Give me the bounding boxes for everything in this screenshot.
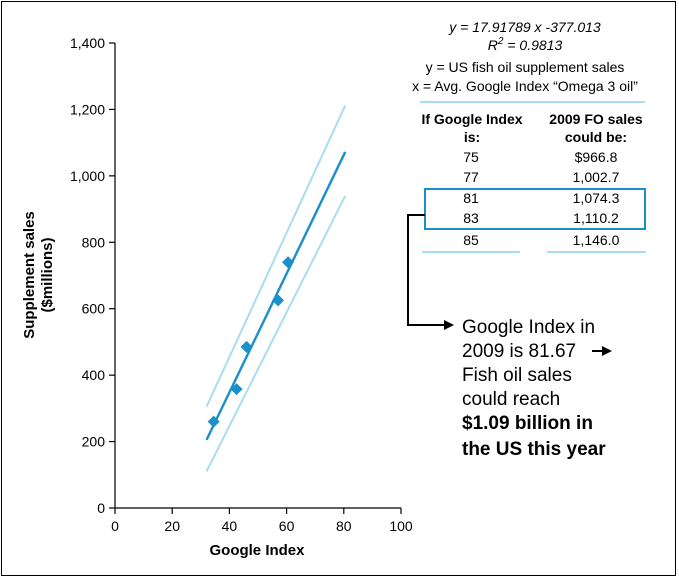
data-point bbox=[230, 383, 243, 396]
table-col2-header-line2: could be: bbox=[565, 129, 627, 145]
data-point bbox=[272, 294, 285, 307]
y-axis-title-line2: ($millions) bbox=[39, 237, 56, 312]
data-point bbox=[207, 415, 220, 428]
callout-line2: 2009 is 81.67 bbox=[462, 341, 576, 362]
x-definition: x = Avg. Google Index “Omega 3 oil” bbox=[412, 78, 638, 94]
x-tick-label: 100 bbox=[389, 518, 413, 534]
equation-line: y = 17.91789 x -377.013 bbox=[448, 19, 601, 35]
x-axis-title: Google Index bbox=[209, 542, 305, 559]
y-tick-label: 1,200 bbox=[70, 101, 105, 117]
highlight-box bbox=[424, 188, 646, 230]
y-ticks: 0 200 400 600 800 1,000 1,200 1,400 bbox=[70, 35, 115, 516]
r-squared-prefix: R bbox=[488, 37, 498, 53]
callout-connector-arrow bbox=[407, 214, 454, 330]
table-row2-sales: 1,002.7 bbox=[573, 169, 620, 185]
data-point bbox=[240, 340, 253, 353]
y-axis-title-line1: Supplement sales bbox=[21, 211, 38, 339]
upper-confidence-line bbox=[205, 105, 347, 408]
table-row3-sales: 1,074.3 bbox=[573, 190, 620, 206]
table-col1-header-line2: is: bbox=[464, 129, 480, 145]
plot-area bbox=[205, 105, 347, 472]
x-tick-label: 20 bbox=[164, 518, 180, 534]
table-row1-index: 75 bbox=[463, 149, 479, 165]
r-squared: R2 = 0.9813 bbox=[488, 36, 563, 53]
y-definition: y = US fish oil supplement sales bbox=[426, 59, 625, 75]
y-axis-title: Supplement sales ($millions) bbox=[21, 211, 56, 339]
y-tick-label: 0 bbox=[97, 500, 105, 516]
y-tick-label: 1,000 bbox=[70, 168, 105, 184]
table-row3-index: 81 bbox=[463, 190, 479, 206]
callout-line4: could reach bbox=[462, 389, 560, 410]
table-row4-sales: 1,110.2 bbox=[573, 210, 619, 226]
table-row2-index: 77 bbox=[463, 169, 479, 185]
table-row1-sales: $966.8 bbox=[575, 149, 618, 165]
y-tick-label: 1,400 bbox=[70, 35, 105, 51]
y-tick-label: 200 bbox=[82, 434, 106, 450]
callout-line5: $1.09 billion in bbox=[462, 413, 593, 434]
table-col2-header-line1: 2009 FO sales bbox=[549, 111, 643, 127]
y-tick-label: 400 bbox=[82, 367, 106, 383]
y-tick-label: 800 bbox=[82, 234, 106, 250]
r-squared-sup: 2 bbox=[497, 36, 504, 47]
table-row5-index: 85 bbox=[463, 232, 479, 248]
table-row5-sales: 1,146.0 bbox=[573, 232, 620, 248]
r-squared-suffix: = 0.9813 bbox=[503, 37, 562, 53]
data-point bbox=[282, 256, 295, 269]
table-col1-header-line1: If Google Index bbox=[421, 111, 522, 127]
x-tick-label: 40 bbox=[222, 518, 238, 534]
y-tick-label: 600 bbox=[82, 301, 106, 317]
regression-line bbox=[205, 151, 347, 441]
table-row4-index: 83 bbox=[463, 210, 479, 226]
callout-line6: the US this year bbox=[462, 439, 606, 460]
x-tick-label: 0 bbox=[111, 518, 119, 534]
callout-line3: Fish oil sales bbox=[462, 365, 572, 386]
x-tick-label: 80 bbox=[336, 518, 352, 534]
x-tick-label: 60 bbox=[279, 518, 295, 534]
x-ticks: 0 20 40 60 80 100 bbox=[111, 508, 413, 534]
lower-confidence-line bbox=[205, 195, 347, 472]
callout-line1: Google Index in bbox=[462, 317, 595, 338]
